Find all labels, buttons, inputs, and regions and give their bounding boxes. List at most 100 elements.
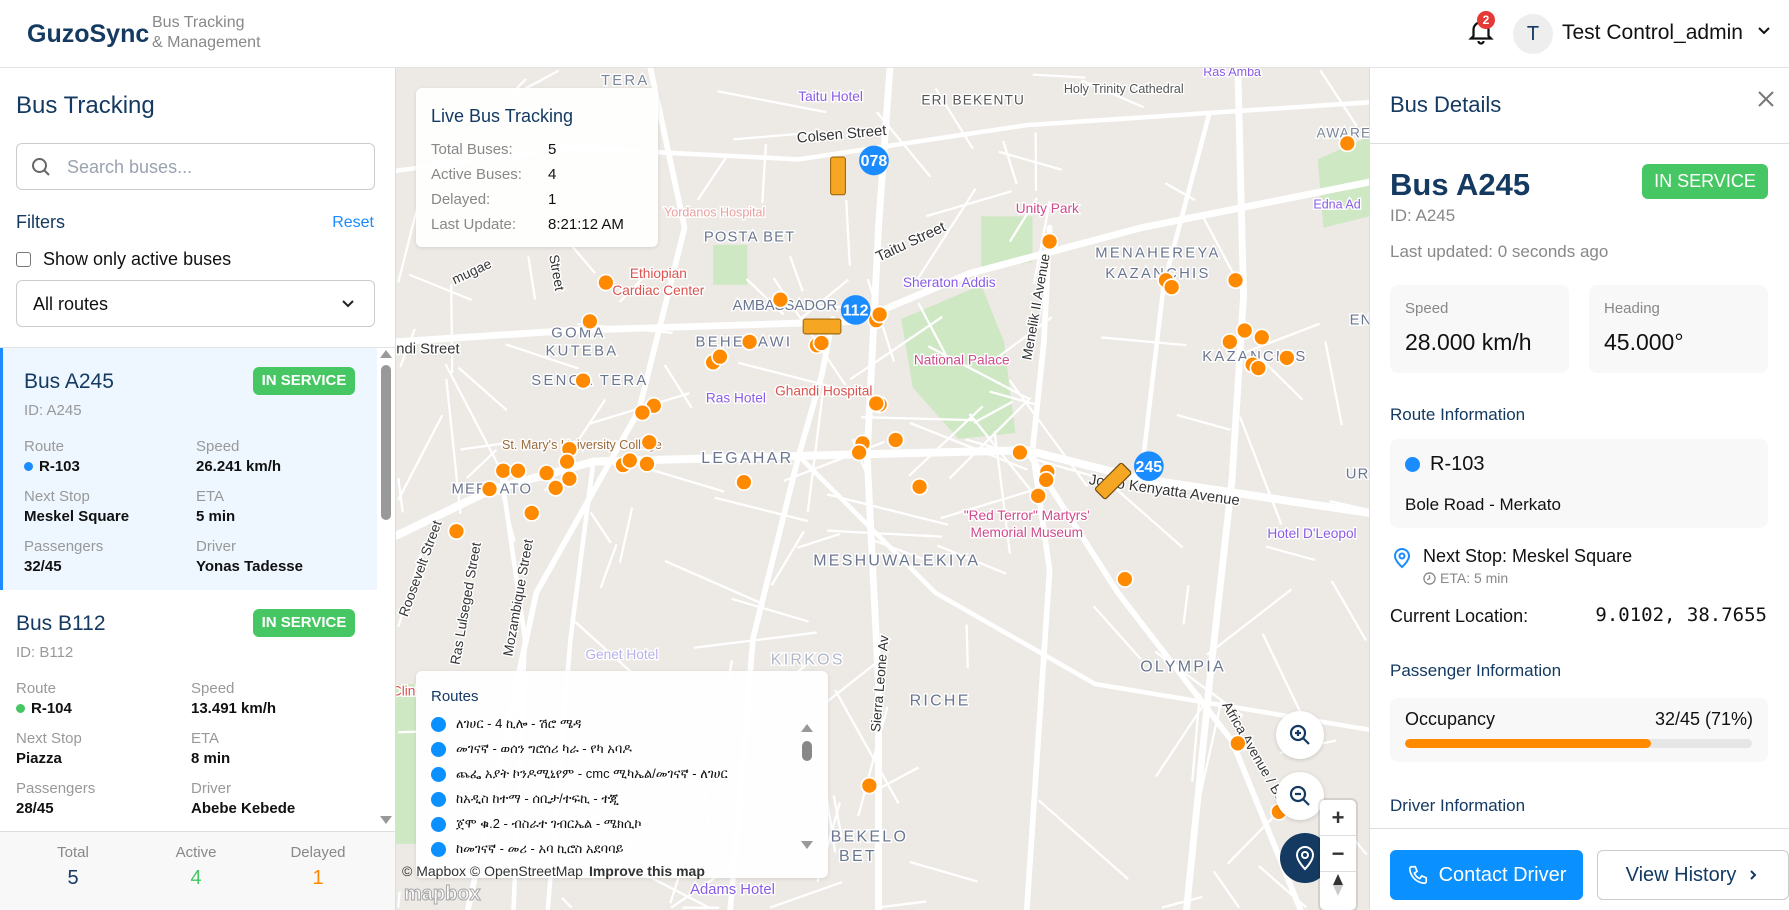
route-dot <box>431 816 446 832</box>
minor-road <box>788 255 804 292</box>
map-zoom-out-button[interactable]: − <box>1320 836 1356 872</box>
scroll-up-icon[interactable] <box>801 724 813 732</box>
route-legend-item[interactable]: ከአዲስ ከተማ - ሰቢታ/ተፍኪ - ተጂ <box>431 791 619 807</box>
route-legend-item[interactable]: መገናኛ - ወሰን ግሮሰሪ ካራ - የካ አባዶ <box>431 741 632 757</box>
bus-stop-marker[interactable] <box>860 776 879 795</box>
scroll-thumb[interactable] <box>381 365 391 520</box>
map-view[interactable]: TERA Taitu Hotel ERI BEKENTU Holy Trinity C… <box>396 68 1369 910</box>
route-legend-item[interactable]: ጀሞ ቁ.2 - ብስራተ ገብርኤል - ሜክሲኮ <box>431 816 642 832</box>
bus-stop-marker[interactable] <box>1252 328 1271 347</box>
bus-icon[interactable] <box>802 318 842 335</box>
scroll-down-icon[interactable] <box>380 815 392 825</box>
bus-stop-marker[interactable] <box>812 334 831 352</box>
bus-stop-marker[interactable] <box>522 504 541 522</box>
route-legend-item[interactable]: ከመገናኛ - መሪ - አባ ኪሮስ አደባባይ <box>431 841 624 857</box>
bus-stop-marker[interactable] <box>771 290 790 309</box>
route-legend-item[interactable]: ለገሀር - 4 ኪሎ - ሽሮ ሜዳ <box>431 716 581 732</box>
value: 4 <box>190 867 202 889</box>
search-box[interactable] <box>16 143 375 190</box>
bus-icon[interactable] <box>830 156 846 196</box>
active-only-checkbox[interactable]: Show only active buses <box>16 249 231 270</box>
bus-stop-marker[interactable] <box>735 473 753 491</box>
eta-field: ETA 5 min <box>196 488 235 525</box>
chevron-right-icon <box>1750 870 1757 880</box>
chevron-down-icon[interactable] <box>1756 22 1772 38</box>
bus-stop-marker[interactable] <box>620 451 639 470</box>
scroll-down-icon[interactable] <box>801 841 813 849</box>
bus-stop-marker[interactable] <box>546 479 565 497</box>
next-stop-field: Next Stop Meskel Square <box>24 488 129 525</box>
route-select[interactable]: All routes <box>16 280 375 327</box>
bus-stop-marker[interactable] <box>633 403 652 422</box>
bus-stop-marker[interactable] <box>886 431 905 449</box>
bus-card-a245[interactable]: Bus A245 IN SERVICE ID: A245 Route R-103 … <box>0 348 377 590</box>
bus-card-b112[interactable]: Bus B112 IN SERVICE ID: B112 Route R-104 … <box>0 590 377 831</box>
bus-stop-marker[interactable] <box>494 461 513 480</box>
reset-filters-link[interactable]: Reset <box>332 214 374 231</box>
bus-stop-marker[interactable] <box>1040 232 1059 251</box>
bus-stop-marker[interactable] <box>1235 321 1254 340</box>
search-input[interactable] <box>67 154 357 180</box>
bus-stop-marker[interactable] <box>574 371 592 390</box>
zoom-out-button[interactable] <box>1276 772 1324 820</box>
bus-stop-marker[interactable] <box>1116 570 1134 588</box>
bus-stop-marker[interactable] <box>560 469 579 488</box>
improve-map-link[interactable]: Improve this map <box>588 863 705 879</box>
bus-stop-marker[interactable] <box>1228 734 1247 753</box>
attribution-text[interactable]: © Mapbox © OpenStreetMap <box>402 863 583 879</box>
bus-icon[interactable] <box>1094 462 1132 500</box>
bus-stop-marker[interactable] <box>1249 359 1268 377</box>
bus-stop-marker[interactable] <box>1220 333 1239 351</box>
bus-stop-marker[interactable] <box>1278 348 1296 367</box>
checkbox[interactable] <box>16 252 31 267</box>
label: Route <box>24 438 65 455</box>
map-label: Ras Lulseged Street <box>448 541 484 666</box>
logo[interactable]: GuzoSync <box>27 20 150 48</box>
avatar[interactable]: T <box>1513 14 1553 54</box>
routes-scrollbar[interactable] <box>800 721 814 851</box>
bus-stop-marker[interactable] <box>850 443 868 462</box>
bus-stop-marker[interactable] <box>867 394 886 413</box>
scroll-up-icon[interactable] <box>380 349 392 359</box>
minor-road <box>832 795 843 838</box>
scroll-thumb[interactable] <box>802 741 812 761</box>
user-name[interactable]: Test Control_admin <box>1562 21 1743 44</box>
bus-stop-marker[interactable] <box>740 333 759 351</box>
zoom-in-button[interactable] <box>1276 711 1324 759</box>
bus-marker-112[interactable]: 112 <box>802 295 871 335</box>
bus-marker-078[interactable]: 078 <box>830 145 889 196</box>
compass-button[interactable] <box>1320 872 1356 908</box>
map-label: Sheraton Addis <box>903 275 996 290</box>
contact-driver-button[interactable]: Contact Driver <box>1390 850 1583 900</box>
bus-stop-marker[interactable] <box>537 464 556 482</box>
bus-stop-marker[interactable] <box>870 305 889 324</box>
close-icon[interactable] <box>1757 90 1775 108</box>
view-history-button[interactable]: View History <box>1597 850 1789 900</box>
map-zoom-in-button[interactable]: + <box>1320 800 1356 836</box>
value: 28/45 <box>16 800 54 817</box>
bus-stop-marker[interactable] <box>597 273 615 292</box>
bus-name: Bus A245 <box>1390 167 1531 202</box>
minor-road <box>589 511 612 544</box>
bus-stop-marker[interactable] <box>1226 271 1245 290</box>
bus-stop-marker[interactable] <box>558 452 576 471</box>
bus-stop-marker[interactable] <box>1037 471 1056 489</box>
bus-stop-marker[interactable] <box>1338 134 1357 153</box>
bus-stop-marker[interactable] <box>1162 278 1181 296</box>
bus-list-scrollbar[interactable] <box>377 347 395 831</box>
bus-stop-marker[interactable] <box>509 461 527 480</box>
bus-stop-marker[interactable] <box>910 477 929 496</box>
minor-road <box>619 266 654 303</box>
bus-stop-marker[interactable] <box>711 347 729 366</box>
bus-stop-marker[interactable] <box>480 480 499 498</box>
bus-marker-245[interactable]: 245 <box>1094 451 1164 500</box>
bus-stop-marker[interactable] <box>640 433 659 452</box>
live-tracking-panel: Live Bus Tracking Total Buses: 5 Active B… <box>416 88 658 247</box>
bus-stop-marker[interactable] <box>1029 487 1048 505</box>
route-legend-item[interactable]: ጨፌ አያት ኮንዶሚኒየም - cmc ሚካኤል/መገናኛ - ለገሀር <box>431 766 728 782</box>
bus-stop-marker[interactable] <box>581 312 599 331</box>
bus-stop-marker[interactable] <box>447 522 466 541</box>
mapbox-logo[interactable]: mapbox <box>404 883 482 906</box>
bus-stop-marker[interactable] <box>638 455 656 473</box>
bus-stop-marker[interactable] <box>1011 443 1029 462</box>
